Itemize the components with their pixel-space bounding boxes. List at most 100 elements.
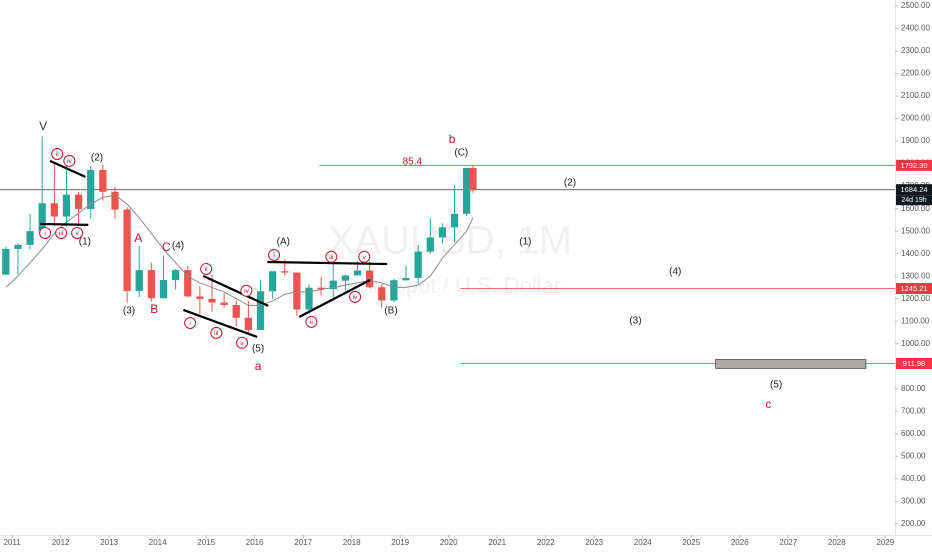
candle-body — [196, 296, 204, 299]
candle-body — [341, 275, 350, 281]
wave-circle — [358, 250, 371, 263]
wave-label: iv — [244, 288, 249, 295]
candle-body — [147, 270, 155, 299]
wave-label: ii — [310, 319, 313, 326]
wave-circle — [240, 284, 253, 297]
wave-label: (2) — [564, 178, 576, 189]
wave-label: (5) — [252, 344, 264, 355]
wave-label: iv — [353, 294, 358, 301]
y-tick-label: 2000.00 — [901, 114, 930, 123]
x-tick-label: 2012 — [52, 538, 70, 547]
x-tick-label: 2015 — [197, 538, 215, 547]
y-tick-label: 500.00 — [901, 451, 926, 460]
candle-body — [26, 231, 34, 245]
x-tick-label: 2019 — [391, 538, 409, 547]
x-tick-label: 2024 — [634, 538, 652, 547]
candle-body — [159, 279, 168, 299]
x-tick-label: 2028 — [828, 538, 846, 547]
wave-label: b — [449, 132, 456, 146]
candle-body — [317, 287, 325, 290]
x-tick-label: 2020 — [440, 538, 458, 547]
y-tick-label: 1600.00 — [901, 204, 930, 213]
x-tick-label: 2029 — [876, 538, 894, 547]
wave-label: c — [765, 397, 771, 411]
candle-body — [414, 251, 422, 278]
candle-body — [208, 298, 216, 303]
wave-circle — [325, 250, 338, 263]
candle-body — [450, 213, 459, 228]
candle-body — [50, 203, 58, 217]
candle-body — [438, 227, 447, 238]
candle-body — [2, 248, 10, 275]
price-label-box — [896, 282, 932, 294]
watermark-subtitle: Gold Spot / U.S. Dollar — [339, 273, 562, 298]
candle-body — [14, 244, 22, 249]
wave-circle — [71, 226, 84, 239]
wave-circle — [349, 290, 362, 303]
wave-circle — [184, 316, 197, 329]
candle-body — [38, 203, 46, 232]
wave-label: iv — [67, 158, 72, 165]
target-box — [715, 359, 867, 369]
wave-label: (C) — [454, 148, 468, 159]
candle-body — [62, 194, 71, 217]
candle-body — [293, 272, 301, 310]
candle-body — [390, 280, 398, 301]
candle-body — [305, 287, 313, 310]
wave-label: (3) — [123, 305, 135, 316]
candle-body — [426, 237, 434, 252]
candle-body — [378, 287, 386, 301]
wave-circle — [39, 226, 52, 239]
trend-line — [298, 279, 371, 318]
wave-label: ii — [205, 266, 208, 273]
wave-label: iii — [214, 330, 218, 337]
wave-label: ii — [56, 151, 59, 158]
countdown-box — [896, 195, 932, 206]
wave-label: v — [363, 254, 367, 261]
trend-line — [267, 260, 388, 266]
y-tick-label: 1500.00 — [901, 226, 930, 235]
candle-body — [366, 270, 374, 288]
trend-line — [49, 159, 86, 178]
trend-line — [202, 274, 269, 307]
y-tick-label: 2400.00 — [901, 24, 930, 33]
candle-body — [402, 277, 410, 281]
x-tick-label: 2016 — [246, 538, 264, 547]
x-tick-label: 2018 — [343, 538, 361, 547]
wave-circle — [236, 336, 249, 349]
wave-label: (4) — [172, 241, 184, 252]
candle-body — [135, 270, 143, 292]
y-tick-label: 1300.00 — [901, 271, 930, 280]
wave-label: (5) — [770, 380, 782, 391]
wave-circle — [200, 262, 213, 275]
price-label: 911.98 — [903, 359, 925, 368]
wave-label: (B) — [384, 305, 397, 316]
y-tick-label: 700.00 — [901, 406, 926, 415]
candle-body — [220, 302, 228, 305]
trend-line — [40, 222, 89, 226]
x-tick-label: 2025 — [682, 538, 700, 547]
wave-circle — [63, 154, 76, 167]
moving-average — [5, 194, 474, 306]
candle-body — [281, 271, 289, 273]
wave-label: a — [255, 359, 262, 373]
x-tick-label: 2014 — [149, 538, 167, 547]
wave-label: C — [162, 240, 171, 254]
y-tick-label: 1200.00 — [901, 294, 930, 303]
price-label-box — [896, 357, 932, 369]
price-label-box — [896, 159, 932, 171]
candle-body — [111, 191, 119, 210]
candle-body — [123, 209, 131, 292]
y-tick-label: 2500.00 — [901, 1, 930, 10]
wave-label: B — [150, 302, 158, 316]
x-tick-label: 2023 — [585, 538, 603, 547]
candle-body — [244, 317, 253, 330]
price-label-box — [896, 184, 932, 196]
y-tick-label: 1000.00 — [901, 339, 930, 348]
candle-body — [353, 270, 362, 276]
y-tick-label: 1900.00 — [901, 136, 930, 145]
candle-body — [268, 271, 277, 292]
x-tick-label: 2027 — [779, 538, 797, 547]
